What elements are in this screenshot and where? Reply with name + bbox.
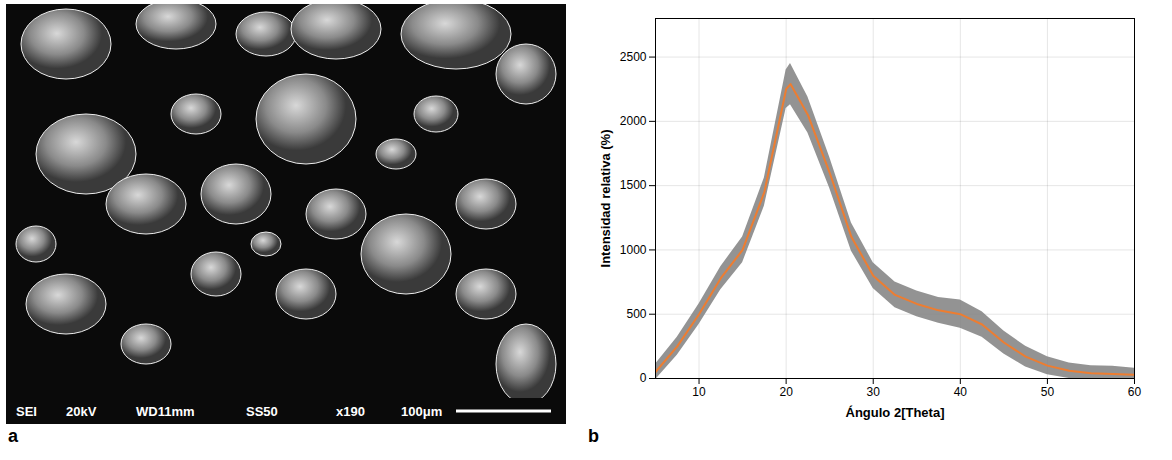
svg-text:x190: x190 bbox=[336, 404, 365, 419]
svg-text:10: 10 bbox=[692, 385, 706, 399]
html-text:b: b bbox=[588, 426, 599, 446]
svg-text:WD11mm: WD11mm bbox=[136, 404, 195, 419]
svg-text:20kV: 20kV bbox=[66, 404, 97, 419]
svg-text:2000: 2000 bbox=[620, 114, 647, 128]
svg-text:60: 60 bbox=[1128, 385, 1142, 399]
svg-text:1500: 1500 bbox=[620, 178, 647, 192]
svg-text:500: 500 bbox=[626, 307, 646, 321]
svg-text:40: 40 bbox=[954, 385, 968, 399]
svg-text:2500: 2500 bbox=[620, 50, 647, 64]
svg-text:SS50: SS50 bbox=[246, 404, 278, 419]
html-text:a: a bbox=[8, 426, 18, 446]
svg-text:30: 30 bbox=[867, 385, 881, 399]
svg-text:SEI: SEI bbox=[16, 404, 37, 419]
svg-text:50: 50 bbox=[1041, 385, 1055, 399]
svg-text:100μm: 100μm bbox=[401, 404, 442, 419]
svg-text:1000: 1000 bbox=[620, 243, 647, 257]
svg-text:Intensidad relativa (%): Intensidad relativa (%) bbox=[598, 130, 613, 268]
svg-text:0: 0 bbox=[640, 371, 647, 385]
svg-text:Ángulo 2[Theta]: Ángulo 2[Theta] bbox=[846, 405, 945, 420]
svg-text:20: 20 bbox=[779, 385, 793, 399]
